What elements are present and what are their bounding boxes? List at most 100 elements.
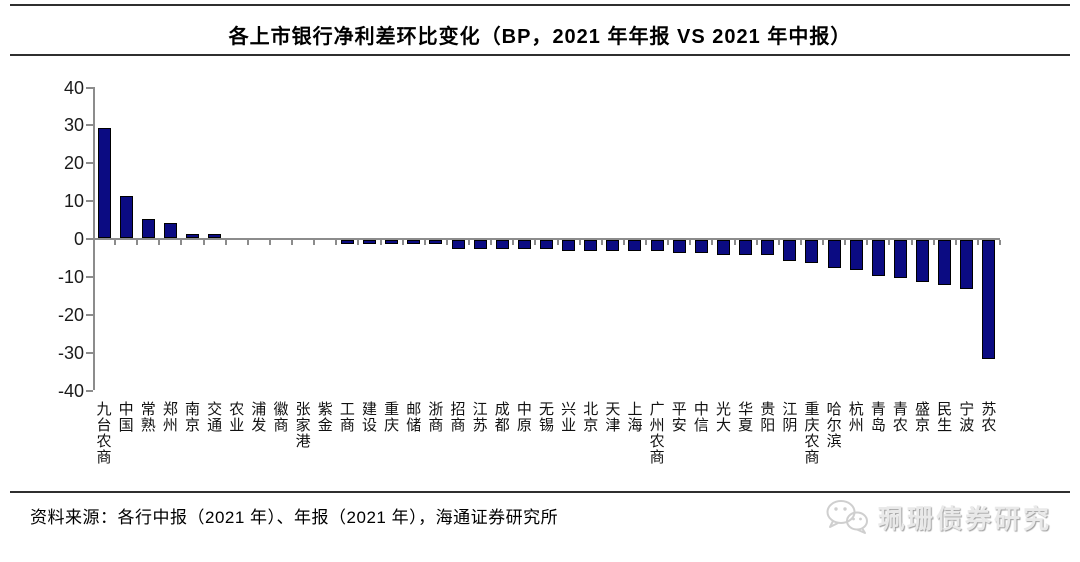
chart-bar (805, 240, 819, 263)
watermark: 珮珊债券研究 (824, 498, 1052, 536)
x-tick (158, 240, 161, 245)
x-tick (932, 240, 935, 245)
x-axis-label: 中信 (693, 401, 709, 434)
x-axis-label: 北京 (583, 401, 599, 434)
x-axis-label: 成都 (494, 401, 510, 434)
x-axis-label: 贵阳 (760, 401, 776, 434)
x-axis-label: 无锡 (538, 401, 554, 434)
x-axis-label: 上海 (627, 401, 643, 434)
chart-bar (849, 240, 863, 271)
x-tick (246, 240, 249, 245)
chart-bar (960, 240, 974, 290)
y-tick (86, 238, 93, 240)
x-tick (401, 240, 404, 245)
chart-bar (562, 240, 576, 252)
x-tick (136, 240, 139, 245)
x-tick (910, 240, 913, 245)
x-axis-label: 中国 (118, 401, 134, 434)
y-tick (86, 200, 93, 203)
x-tick (799, 240, 802, 245)
source-text: 资料来源：各行中报（2021 年）、年报（2021 年），海通证券研究所 (30, 508, 559, 527)
x-tick (224, 240, 227, 245)
x-axis-label: 光大 (715, 401, 731, 434)
x-axis-label: 交通 (207, 401, 223, 434)
x-axis-label: 工商 (339, 401, 355, 434)
chart-bar (517, 240, 531, 250)
x-tick (114, 240, 117, 245)
y-tick (86, 86, 93, 89)
chart-bar (871, 240, 885, 276)
chart-bar (716, 240, 730, 256)
x-axis-label: 青岛 (870, 401, 886, 434)
wechat-icon (826, 500, 868, 534)
title-underline-rule (10, 54, 1070, 56)
chart-bar (141, 219, 155, 238)
x-axis-label: 哈尔滨 (826, 401, 842, 450)
chart-bar (97, 128, 111, 238)
chart-bar (650, 240, 664, 252)
x-axis-label: 徽商 (273, 401, 289, 434)
y-tick (86, 351, 93, 354)
y-tick (86, 313, 93, 316)
x-tick (976, 240, 979, 245)
x-axis-label: 建设 (362, 401, 378, 434)
x-axis-label: 天津 (605, 401, 621, 434)
y-axis-label: 10 (63, 191, 84, 212)
x-tick (755, 240, 758, 245)
x-tick (689, 240, 692, 245)
y-axis-label: -30 (57, 342, 84, 363)
chart-bar (186, 234, 200, 238)
x-axis-label: 南京 (185, 401, 201, 434)
x-axis-label: 兴业 (561, 401, 577, 434)
y-tick (86, 275, 93, 278)
chart-bar (672, 240, 686, 254)
x-axis-label: 中原 (516, 401, 532, 434)
x-tick (445, 240, 448, 245)
x-tick (999, 240, 1001, 245)
x-axis-label: 苏农 (981, 401, 997, 434)
chart-bar (916, 240, 930, 282)
x-tick (733, 240, 736, 245)
x-tick (202, 240, 205, 245)
x-axis-label: 华夏 (738, 401, 754, 434)
chart-title: 各上市银行净利差环比变化（BP，2021 年年报 VS 2021 年中报） (228, 26, 852, 48)
x-axis-label: 浙商 (428, 401, 444, 434)
x-axis-label: 广州农商 (649, 401, 665, 466)
x-tick (468, 240, 471, 245)
x-tick (423, 240, 426, 245)
x-axis-label: 招商 (450, 401, 466, 434)
x-tick (600, 240, 603, 245)
y-axis-label: -40 (57, 380, 84, 401)
chart-bar (982, 240, 996, 360)
x-axis-label: 紫金 (317, 401, 333, 434)
chart-bar (938, 240, 952, 286)
x-axis-label: 郑州 (162, 401, 178, 434)
x-tick (534, 240, 537, 245)
y-axis-label: 20 (63, 153, 84, 174)
x-tick (335, 240, 338, 245)
x-axis-label: 九台农商 (96, 401, 112, 466)
x-axis-label: 江阴 (782, 401, 798, 434)
y-axis-label: 30 (63, 115, 84, 136)
chart-bar (628, 240, 642, 252)
chart-bar (208, 234, 222, 238)
x-tick (866, 240, 869, 245)
x-tick (822, 240, 825, 245)
chart-bar (584, 240, 598, 252)
x-tick (357, 240, 360, 245)
y-tick (86, 162, 93, 165)
x-axis-label: 农业 (229, 401, 245, 434)
x-tick (578, 240, 581, 245)
x-axis-line (93, 238, 1000, 240)
footer-rule (10, 491, 1070, 493)
chart-bar (606, 240, 620, 252)
x-tick (777, 240, 780, 245)
x-tick (490, 240, 493, 245)
x-axis-label: 平安 (671, 401, 687, 434)
chart-bar (429, 240, 443, 244)
x-tick (556, 240, 559, 245)
x-tick (954, 240, 957, 245)
x-axis-label: 江苏 (472, 401, 488, 434)
